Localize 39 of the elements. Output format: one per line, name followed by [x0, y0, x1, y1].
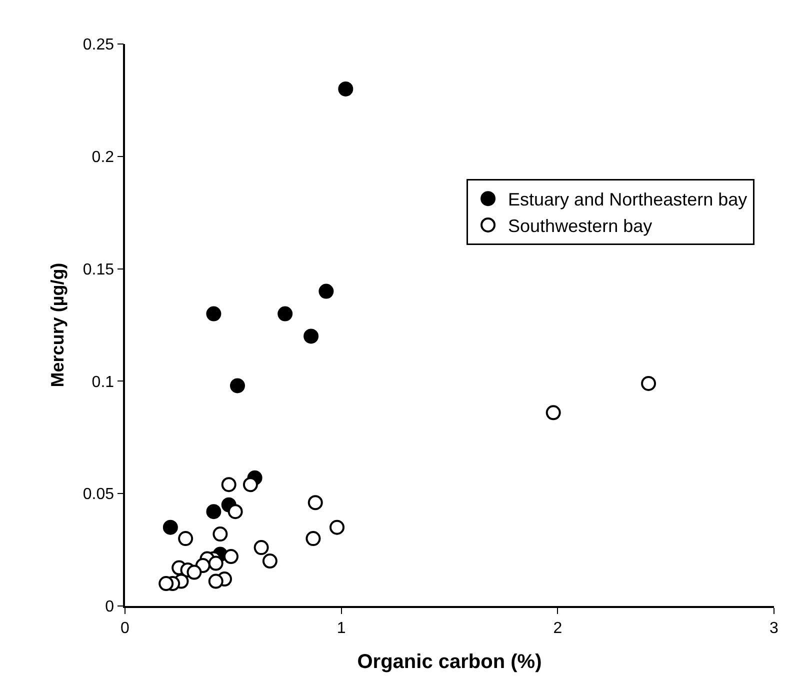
point	[641, 376, 656, 391]
point	[278, 306, 293, 322]
point	[221, 477, 236, 492]
point	[304, 328, 319, 344]
point	[158, 576, 174, 592]
y-tick-label: 0.05	[82, 486, 114, 504]
x-axis-title: Organic carbon (%)	[357, 650, 542, 673]
x-tick-label: 3	[770, 620, 779, 637]
y-tick-label: 0.2	[92, 149, 114, 166]
point	[212, 526, 228, 542]
y-axis-title: Mercury (µg/g)	[48, 262, 68, 388]
point	[262, 554, 278, 569]
y-tick-label: 0.1	[92, 374, 114, 391]
point	[338, 81, 354, 96]
point	[186, 564, 202, 580]
point	[162, 520, 178, 535]
point	[318, 284, 334, 299]
point	[308, 495, 323, 510]
y-tick-label: 0.15	[82, 261, 114, 278]
point	[206, 306, 222, 322]
point	[228, 504, 243, 520]
x-tick-label: 0	[120, 620, 130, 637]
point	[224, 549, 238, 564]
point	[208, 574, 224, 589]
x-tick-label: 1	[336, 620, 346, 637]
x-tick-label: 2	[553, 620, 562, 637]
y-tick-label: 0	[105, 598, 114, 616]
point	[242, 477, 258, 492]
legend-label: Southwestern bay	[508, 216, 652, 236]
point	[208, 556, 224, 571]
point	[546, 405, 561, 420]
point	[206, 504, 222, 520]
point	[254, 540, 269, 556]
point	[306, 531, 321, 546]
point	[330, 520, 345, 535]
legend-label: Estuary and Northeastern bay	[508, 190, 748, 210]
point	[230, 378, 245, 394]
y-tick-label: 0.25	[82, 36, 114, 54]
point	[178, 531, 194, 546]
